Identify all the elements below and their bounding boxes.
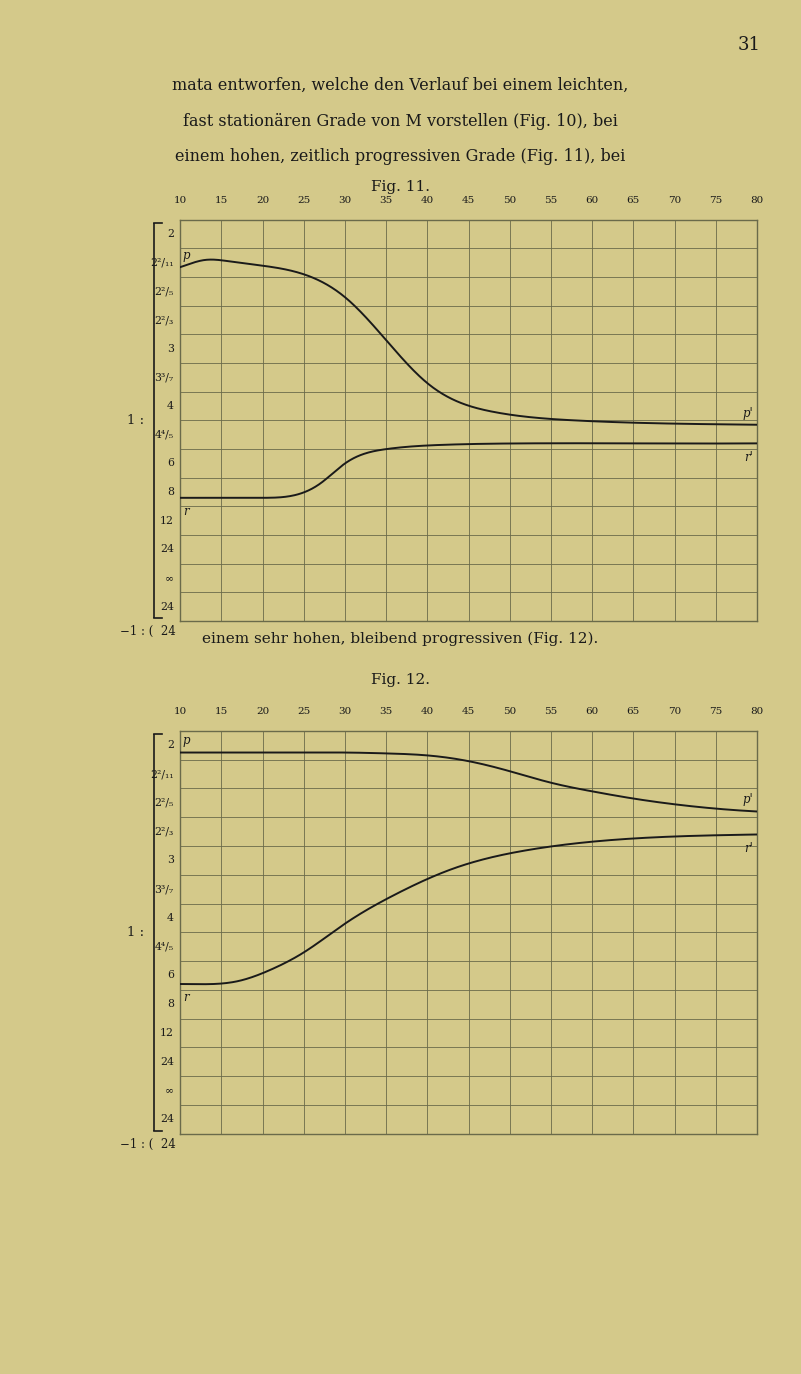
Text: 65: 65 xyxy=(626,195,640,205)
Text: 15: 15 xyxy=(215,195,228,205)
Text: 1 :: 1 : xyxy=(127,414,144,427)
Text: 70: 70 xyxy=(668,706,681,716)
Text: einem sehr hohen, bleibend progressiven (Fig. 12).: einem sehr hohen, bleibend progressiven … xyxy=(203,632,598,646)
Text: 50: 50 xyxy=(503,706,517,716)
Text: 30: 30 xyxy=(338,195,352,205)
Text: 8: 8 xyxy=(167,488,174,497)
Text: ∞: ∞ xyxy=(165,573,174,583)
Text: 24: 24 xyxy=(160,1114,174,1124)
Text: p: p xyxy=(183,249,190,262)
Text: 31: 31 xyxy=(738,36,760,54)
Text: 20: 20 xyxy=(256,195,269,205)
Text: r: r xyxy=(183,506,188,518)
Text: 2²/₃: 2²/₃ xyxy=(155,827,174,837)
Text: 40: 40 xyxy=(421,195,434,205)
Text: 35: 35 xyxy=(380,195,392,205)
Text: 3: 3 xyxy=(167,856,174,866)
Text: 10: 10 xyxy=(174,706,187,716)
Text: 3: 3 xyxy=(167,344,174,353)
Text: 6: 6 xyxy=(167,459,174,469)
Text: −1 : (  24: −1 : ( 24 xyxy=(120,625,176,638)
Text: ∞: ∞ xyxy=(165,1085,174,1095)
Text: 4: 4 xyxy=(167,401,174,411)
Text: 55: 55 xyxy=(545,706,557,716)
Text: 3³/₇: 3³/₇ xyxy=(155,372,174,382)
Text: 75: 75 xyxy=(709,706,723,716)
Text: mata entworfen, welche den Verlauf bei einem leichten,: mata entworfen, welche den Verlauf bei e… xyxy=(172,77,629,93)
Text: p': p' xyxy=(742,407,753,419)
Text: 10: 10 xyxy=(174,195,187,205)
Text: 2²/₁₁: 2²/₁₁ xyxy=(150,258,174,268)
Text: 2²/₁₁: 2²/₁₁ xyxy=(150,769,174,779)
Text: 6: 6 xyxy=(167,970,174,981)
Text: Fig. 11.: Fig. 11. xyxy=(371,180,430,194)
Text: einem hohen, zeitlich progressiven Grade (Fig. 11), bei: einem hohen, zeitlich progressiven Grade… xyxy=(175,148,626,165)
Text: p': p' xyxy=(742,793,753,807)
Text: r': r' xyxy=(744,842,753,855)
Text: 65: 65 xyxy=(626,706,640,716)
Text: 45: 45 xyxy=(462,195,475,205)
Text: 4⁴/₅: 4⁴/₅ xyxy=(155,941,174,952)
Text: 4⁴/₅: 4⁴/₅ xyxy=(155,430,174,440)
Text: 12: 12 xyxy=(160,1028,174,1037)
Text: p: p xyxy=(183,734,190,747)
Text: 50: 50 xyxy=(503,195,517,205)
Text: fast stationären Grade von M vorstellen (Fig. 10), bei: fast stationären Grade von M vorstellen … xyxy=(183,113,618,129)
Text: 3³/₇: 3³/₇ xyxy=(155,883,174,894)
Text: 25: 25 xyxy=(297,195,311,205)
Text: 45: 45 xyxy=(462,706,475,716)
Text: 30: 30 xyxy=(338,706,352,716)
Text: 40: 40 xyxy=(421,706,434,716)
Text: 4: 4 xyxy=(167,912,174,923)
Text: 1 :: 1 : xyxy=(127,926,144,938)
Text: 24: 24 xyxy=(160,602,174,611)
Text: r': r' xyxy=(744,451,753,463)
Text: 80: 80 xyxy=(751,706,763,716)
Text: 8: 8 xyxy=(167,999,174,1009)
Text: 55: 55 xyxy=(545,195,557,205)
Text: 20: 20 xyxy=(256,706,269,716)
Text: r: r xyxy=(183,991,188,1004)
Text: 24: 24 xyxy=(160,1057,174,1066)
Text: 12: 12 xyxy=(160,515,174,526)
Text: 24: 24 xyxy=(160,544,174,554)
Text: 35: 35 xyxy=(380,706,392,716)
Text: 2: 2 xyxy=(167,229,174,239)
Text: 25: 25 xyxy=(297,706,311,716)
Text: 2²/₃: 2²/₃ xyxy=(155,315,174,326)
Text: 2²/₅: 2²/₅ xyxy=(155,798,174,808)
Text: Fig. 12.: Fig. 12. xyxy=(371,673,430,687)
Text: 60: 60 xyxy=(586,195,599,205)
Text: 2²/₅: 2²/₅ xyxy=(155,287,174,297)
Text: 15: 15 xyxy=(215,706,228,716)
Text: −1 : (  24: −1 : ( 24 xyxy=(120,1138,176,1150)
Text: 70: 70 xyxy=(668,195,681,205)
Text: 2: 2 xyxy=(167,741,174,750)
Text: 75: 75 xyxy=(709,195,723,205)
Text: 80: 80 xyxy=(751,195,763,205)
Text: 60: 60 xyxy=(586,706,599,716)
